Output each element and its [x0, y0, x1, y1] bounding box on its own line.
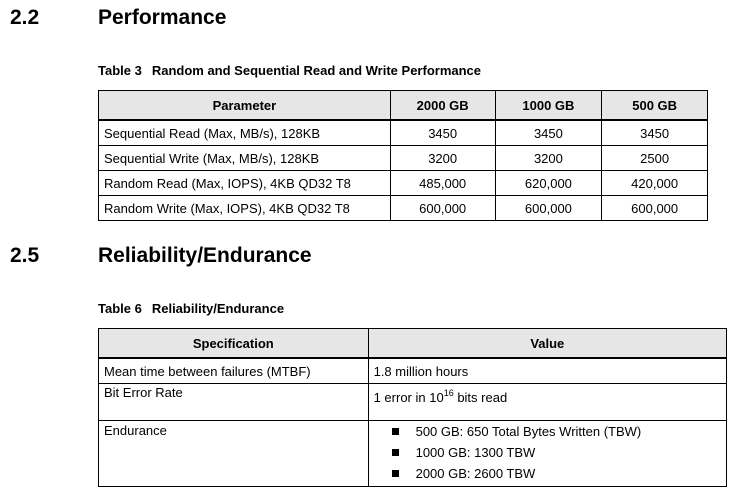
- square-bullet-icon: [391, 470, 399, 477]
- section-title-performance: Performance: [98, 6, 227, 29]
- spec-ber-label: Bit Error Rate: [98, 383, 369, 421]
- ber-exponent: 16: [443, 387, 454, 398]
- table-row: Mean time between failures (MTBF) 1.8 mi…: [98, 357, 728, 384]
- ber-prefix: 1 error in 10: [373, 390, 444, 405]
- table-row: Sequential Read (Max, MB/s), 128KB 3450 …: [98, 119, 708, 146]
- value-cell: 600,000: [389, 195, 496, 221]
- table-row: Random Write (Max, IOPS), 4KB QD32 T8 60…: [98, 195, 708, 221]
- list-item: 2000 GB: 2600 TBW: [374, 465, 721, 486]
- endurance-item-text: 500 GB: 650 Total Bytes Written (TBW): [415, 424, 642, 439]
- table3-caption-label: Table 3: [98, 63, 142, 78]
- endurance-list: 500 GB: 650 Total Bytes Written (TBW) 10…: [374, 423, 721, 486]
- header-2000gb: 2000 GB: [389, 90, 496, 121]
- table-row: Sequential Write (Max, MB/s), 128KB 3200…: [98, 145, 708, 171]
- spec-endurance-value: 500 GB: 650 Total Bytes Written (TBW) 10…: [367, 420, 728, 487]
- parameter-cell: Random Read (Max, IOPS), 4KB QD32 T8: [98, 170, 391, 196]
- table-row: Endurance 500 GB: 650 Total Bytes Writte…: [98, 420, 728, 487]
- header-parameter: Parameter: [98, 90, 391, 121]
- list-item: 500 GB: 650 Total Bytes Written (TBW): [374, 423, 721, 444]
- value-cell: 600,000: [601, 195, 708, 221]
- value-cell: 3450: [601, 119, 708, 146]
- square-bullet-icon: [391, 449, 399, 456]
- header-1000gb: 1000 GB: [494, 90, 603, 121]
- header-value: Value: [367, 328, 728, 359]
- value-cell: 3200: [389, 145, 496, 171]
- parameter-cell: Sequential Write (Max, MB/s), 128KB: [98, 145, 391, 171]
- table-row: Bit Error Rate 1 error in 1016 bits read: [98, 383, 728, 421]
- spec-mtbf-label: Mean time between failures (MTBF): [98, 357, 369, 384]
- section-title-reliability: Reliability/Endurance: [98, 244, 312, 267]
- table6-caption-title: Reliability/Endurance: [151, 301, 285, 316]
- table-header-row: Parameter 2000 GB 1000 GB 500 GB: [98, 90, 708, 121]
- value-cell: 3200: [494, 145, 603, 171]
- endurance-item-text: 1000 GB: 1300 TBW: [415, 445, 536, 460]
- value-cell: 600,000: [494, 195, 603, 221]
- endurance-item-text: 2000 GB: 2600 TBW: [415, 466, 536, 481]
- section-number-performance: 2.2: [10, 6, 40, 29]
- value-cell: 485,000: [389, 170, 496, 196]
- ber-suffix: bits read: [453, 390, 508, 405]
- section-number-reliability: 2.5: [10, 244, 40, 267]
- table-row: Random Read (Max, IOPS), 4KB QD32 T8 485…: [98, 170, 708, 196]
- list-item: 1000 GB: 1300 TBW: [374, 444, 721, 465]
- value-cell: 3450: [389, 119, 496, 146]
- spec-mtbf-value: 1.8 million hours: [367, 357, 728, 384]
- parameter-cell: Random Write (Max, IOPS), 4KB QD32 T8: [98, 195, 391, 221]
- table6-caption: Table 6 Reliability/Endurance: [98, 301, 284, 317]
- header-specification: Specification: [98, 328, 369, 359]
- value-cell: 3450: [494, 119, 603, 146]
- table3-caption: Table 3 Random and Sequential Read and Wr…: [98, 63, 481, 79]
- value-cell: 2500: [601, 145, 708, 171]
- value-cell: 620,000: [494, 170, 603, 196]
- table-header-row: Specification Value: [98, 328, 728, 359]
- parameter-cell: Sequential Read (Max, MB/s), 128KB: [98, 119, 391, 146]
- table3-caption-title: Random and Sequential Read and Write Per…: [151, 63, 482, 78]
- performance-table: Parameter 2000 GB 1000 GB 500 GB Sequent…: [98, 90, 708, 221]
- reliability-table: Specification Value Mean time between fa…: [98, 328, 728, 487]
- header-500gb: 500 GB: [601, 90, 708, 121]
- value-cell: 420,000: [601, 170, 708, 196]
- spec-ber-value: 1 error in 1016 bits read: [367, 383, 728, 421]
- table6-caption-label: Table 6: [98, 301, 142, 316]
- square-bullet-icon: [391, 428, 399, 435]
- spec-endurance-label: Endurance: [98, 420, 369, 487]
